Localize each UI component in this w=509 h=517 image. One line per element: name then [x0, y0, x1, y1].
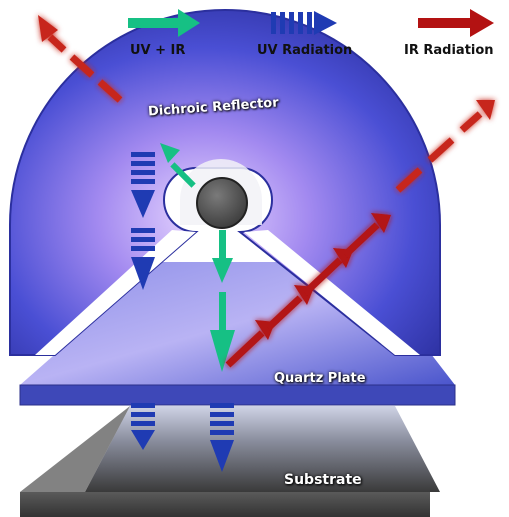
uv-ir-beams: [160, 143, 235, 372]
quartz-plate-label: Quartz Plate: [274, 371, 366, 386]
legend-uv-icon: [271, 11, 337, 35]
substrate-label: Substrate: [284, 472, 362, 488]
legend-ir-label: IR Radiation: [404, 43, 494, 58]
substrate: [20, 406, 440, 517]
legend-uv-ir-icon: [128, 9, 200, 37]
legend-uv-ir-label: UV + IR: [130, 43, 186, 58]
lamp-bulb: [196, 177, 248, 229]
uv-beams: [131, 152, 234, 472]
ir-beams: [38, 15, 495, 368]
legend-uv-label: UV Radiation: [257, 43, 353, 58]
legend-ir-icon: [418, 9, 494, 37]
